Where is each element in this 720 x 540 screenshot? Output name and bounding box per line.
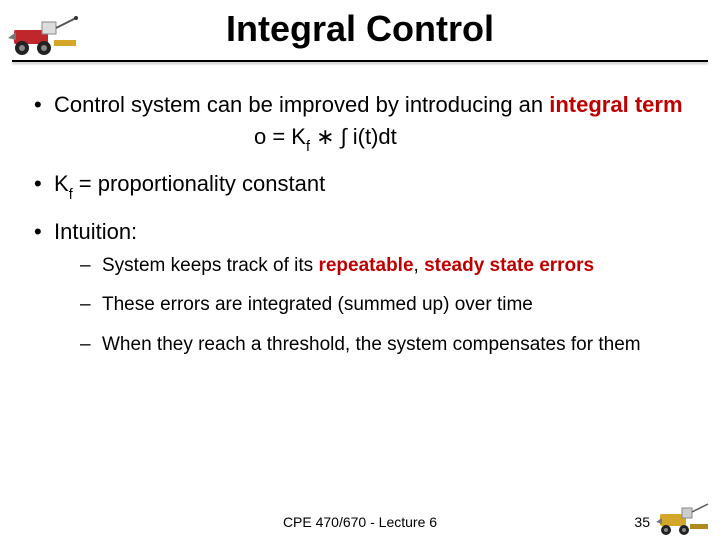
equation-lhs: o = K [254,124,306,149]
sub-1-h2: steady state errors [424,255,594,276]
content-area: Control system can be improved by introd… [0,72,720,358]
equation: o = Kf ∗ ∫ i(t)dt [54,122,690,156]
bullet-3: Intuition: System keeps track of its rep… [30,217,690,358]
robot-mower-icon [6,8,86,58]
sub-2: These errors are integrated (summed up) … [78,292,690,318]
robot-mower-bottom-icon [654,498,716,538]
bullet-1-text: Control system can be improved by introd… [54,92,549,117]
bullet-2: Kf = proportionality constant [30,169,690,203]
bullet-1: Control system can be improved by introd… [30,90,690,155]
sub-2-text: These errors are integrated (summed up) … [102,294,533,315]
sub-1-h1: repeatable [318,255,413,276]
bullet-1-highlight: integral term [549,92,682,117]
bullet-2-sub: f [69,187,73,203]
bullet-3-text: Intuition: [54,219,137,244]
sub-list: System keeps track of its repeatable, st… [78,253,690,358]
sub-3-text: When they reach a threshold, the system … [102,334,641,355]
page-title: Integral Control [0,0,720,50]
slide: Integral Control Control system can be i… [0,0,720,540]
sub-1-mid: , [414,255,425,276]
equation-rhs: ∗ ∫ i(t)dt [310,124,397,149]
bullet-2-post: = proportionality constant [73,171,326,196]
sub-1-pre: System keeps track of its [102,255,318,276]
page-number: 35 [634,514,650,530]
title-underline [12,60,708,62]
title-area: Integral Control [0,0,720,72]
sub-1: System keeps track of its repeatable, st… [78,253,690,279]
bullet-list: Control system can be improved by introd… [30,90,690,358]
equation-sub-f: f [306,139,310,155]
sub-3: When they reach a threshold, the system … [78,332,690,358]
bullet-2-pre: K [54,171,69,196]
footer-text: CPE 470/670 - Lecture 6 [0,514,720,530]
